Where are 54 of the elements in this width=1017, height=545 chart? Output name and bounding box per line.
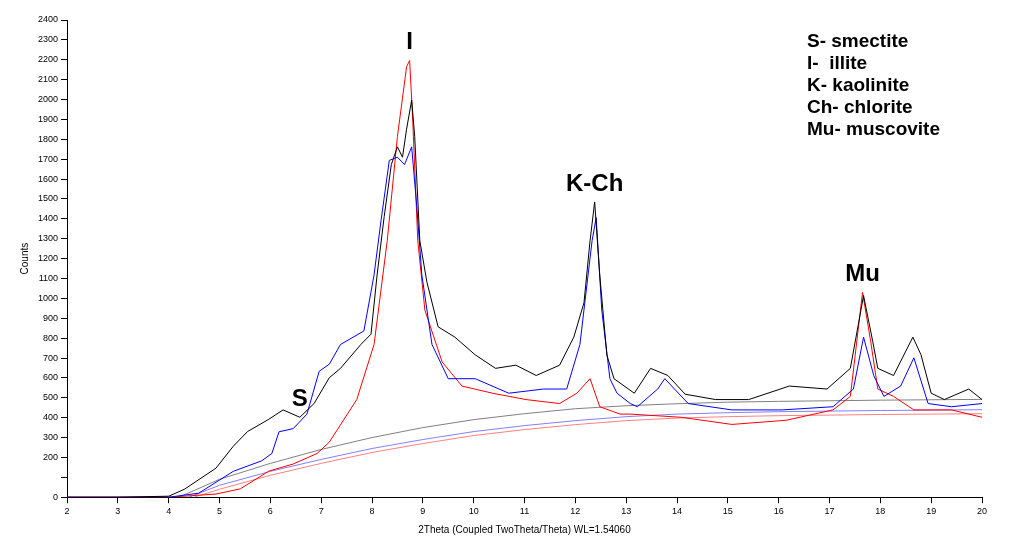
x-tick-label: 11 — [519, 506, 530, 517]
y-tick-label: 0 — [53, 491, 59, 502]
annotation: I- illite — [807, 51, 868, 73]
y-tick-label: 1300 — [37, 233, 59, 244]
annotation: I — [406, 27, 413, 55]
y-tick-label: 700 — [42, 352, 59, 363]
x-tick-label: 19 — [926, 506, 937, 517]
annotation: S — [291, 383, 308, 411]
x-tick-label: 5 — [217, 506, 223, 517]
y-tick-label: 1600 — [37, 173, 59, 184]
y-tick-label: 1200 — [37, 253, 59, 264]
x-tick-label: 14 — [672, 506, 683, 517]
y-axis-title: Counts — [18, 242, 30, 275]
annotation: Ch- chlorite — [807, 95, 913, 117]
x-axis-title: 2Theta (Coupled TwoTheta/Theta) WL=1.54060 — [418, 523, 632, 535]
x-tick-label: 4 — [166, 506, 172, 517]
y-tick-label: 1800 — [37, 133, 59, 144]
y-tick-label: 400 — [42, 412, 59, 423]
annotation: K- kaolinite — [807, 73, 910, 95]
x-tick-label: 15 — [722, 506, 733, 517]
y-tick-label: 2400 — [37, 14, 59, 25]
y-tick-label: 1900 — [37, 113, 59, 124]
y-tick-label: 1000 — [37, 292, 59, 303]
y-tick-label: 600 — [42, 372, 59, 383]
y-tick-label: 2000 — [37, 94, 59, 105]
y-tick-label: 2300 — [37, 34, 59, 45]
annotation: S- smectite — [807, 29, 909, 51]
y-tick-label: 500 — [42, 392, 59, 403]
x-tick-label: 10 — [468, 506, 479, 517]
y-tick-label: 900 — [42, 312, 59, 323]
x-tick-label: 20 — [976, 506, 988, 517]
annotation: Mu- muscovite — [807, 117, 941, 139]
y-tick-label: 300 — [42, 432, 59, 443]
y-tick-label: 800 — [42, 332, 59, 343]
annotation: K-Ch — [566, 168, 624, 196]
y-tick-label: 1700 — [37, 153, 59, 164]
x-tick-label: 17 — [824, 506, 835, 517]
y-tick-label: 1500 — [37, 193, 59, 204]
x-tick-label: 7 — [318, 506, 324, 517]
y-tick-label: 2100 — [37, 74, 59, 85]
x-tick-label: 2 — [64, 506, 70, 517]
x-tick-label: 6 — [267, 506, 273, 517]
x-tick-label: 16 — [773, 506, 784, 517]
x-tick-label: 9 — [420, 506, 426, 517]
y-tick-label: 1100 — [38, 272, 59, 283]
y-tick-label: 2200 — [37, 54, 59, 65]
y-tick-label: 1400 — [37, 213, 59, 224]
annotation: Mu — [845, 259, 880, 287]
y-tick-label: 200 — [42, 451, 59, 462]
x-tick-label: 8 — [369, 506, 375, 517]
x-tick-label: 3 — [115, 506, 121, 517]
x-tick-label: 18 — [875, 506, 886, 517]
x-tick-label: 13 — [621, 506, 632, 517]
x-tick-label: 12 — [570, 506, 581, 517]
